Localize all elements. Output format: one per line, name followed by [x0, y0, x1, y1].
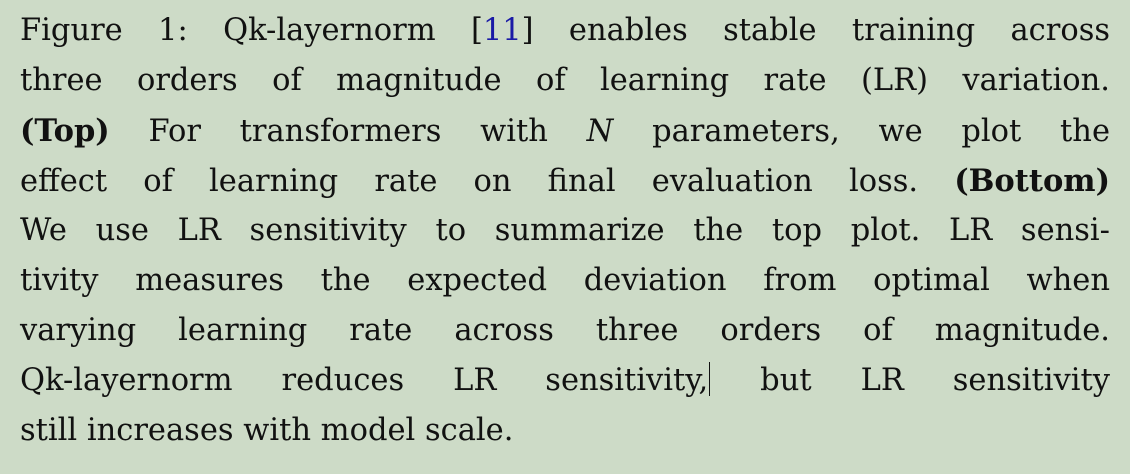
- caption-line-2: three orders of magnitude of learning ra…: [20, 56, 1110, 106]
- caption-line-7: varying learning rate across three order…: [20, 306, 1110, 356]
- caption-line-3: (Top) For transformers with N parameters…: [20, 106, 1110, 156]
- caption-line-8: Qk-layernorm reduces LR sensitivity, but…: [20, 356, 1110, 406]
- caption-line-4: effect of learning rate on final evaluat…: [20, 156, 1110, 206]
- caption-text: but LR sensitivity: [711, 363, 1111, 398]
- caption-text: Qk-layernorm [: [223, 13, 483, 48]
- text-cursor: [709, 362, 711, 396]
- caption-line-9: still increases with model scale.: [20, 406, 1110, 456]
- caption-line-1: Figure 1: Qk-layernorm [11] enables stab…: [20, 6, 1110, 56]
- figure-label: Figure 1:: [20, 13, 188, 48]
- caption-text: effect of learning rate on final evaluat…: [20, 164, 955, 199]
- citation-link[interactable]: 11: [482, 13, 522, 48]
- caption-text: For transformers with: [109, 114, 587, 149]
- caption-line-5: We use LR sensitivity to summarize the t…: [20, 206, 1110, 256]
- top-label: (Top): [20, 113, 110, 149]
- bottom-label: (Bottom): [954, 163, 1110, 199]
- figure-caption: Figure 1: Qk-layernorm [11] enables stab…: [20, 6, 1110, 456]
- caption-text: tivity measures the expected deviation f…: [20, 263, 1110, 298]
- math-variable-n: N: [586, 114, 614, 149]
- caption-text: We use LR sensitivity to summarize the t…: [20, 213, 1110, 248]
- caption-text: varying learning rate across three order…: [20, 313, 1110, 348]
- caption-text: three orders of magnitude of learning ra…: [20, 63, 1110, 98]
- caption-text: parameters, we plot the: [613, 114, 1110, 149]
- caption-line-6: tivity measures the expected deviation f…: [20, 256, 1110, 306]
- caption-text: ] enables stable training across: [521, 13, 1111, 48]
- caption-text: Qk-layernorm reduces LR sensitivity,: [20, 363, 709, 398]
- caption-text: still increases with model scale.: [20, 413, 514, 448]
